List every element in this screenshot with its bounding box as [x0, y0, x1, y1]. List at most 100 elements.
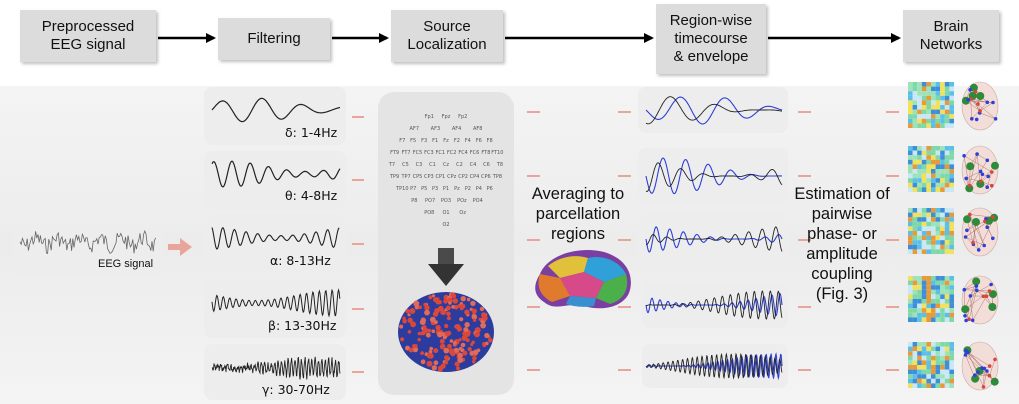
electrode-label: T8: [496, 162, 503, 168]
electrode-label: T7: [388, 162, 395, 168]
electrode-label: Fpz: [442, 114, 451, 120]
electrode-label: C6: [483, 162, 490, 168]
electrode-label: CP5: [413, 174, 423, 180]
band-panel-beta: [204, 280, 346, 338]
electrode-label: FC2: [447, 150, 457, 156]
band-panel-gamma: [204, 344, 346, 400]
averaging-line1: Averaging to: [531, 185, 625, 203]
electrode-label: TP10: [395, 186, 408, 192]
electrode-label: FC6: [470, 150, 480, 156]
electrode-label: C1: [429, 162, 436, 168]
step-preprocessed-eeg: Preprocessed EEG signal: [20, 10, 156, 62]
source-brain-model: [398, 292, 494, 372]
gamma-wave: [211, 356, 341, 380]
electrode-label: CPz: [447, 174, 457, 180]
estimation-line3: phase- or: [807, 225, 877, 243]
estimation-line2: pairwise: [811, 205, 873, 223]
band-panel-delta: [204, 87, 346, 145]
estimation-line5: coupling: [811, 265, 873, 283]
estimation-line6: (Fig. 3): [815, 285, 869, 303]
electrode-label: PO3: [441, 198, 451, 204]
electrode-label: FT8: [481, 150, 490, 156]
source-region-dashes-right: [618, 111, 631, 371]
beta-wave: [211, 288, 341, 318]
down-arrow-icon: [428, 248, 464, 286]
raw-eeg-wave: [19, 229, 156, 254]
electrode-label: P2: [465, 186, 471, 192]
step-label-line1: Brain: [933, 18, 969, 35]
electrode-label: FC4: [458, 150, 468, 156]
estimation-line4: amplitude: [806, 245, 878, 263]
electrode-label: TP8: [492, 174, 502, 180]
electrode-label: AF7: [410, 126, 419, 132]
electrode-label: TP7: [400, 174, 410, 180]
band-panel-theta: [204, 151, 346, 209]
region-network-dashes-right: [886, 111, 899, 371]
electrode-label: Fp2: [458, 114, 467, 120]
electrode-label: C2: [456, 162, 463, 168]
band-label-beta: β: 13-30Hz: [268, 318, 337, 333]
electrode-label: F1: [432, 138, 438, 144]
electrode-label: C5: [402, 162, 409, 168]
averaging-text: Averaging to parcellation regions: [524, 184, 632, 244]
electrode-label: TP9: [389, 174, 399, 180]
electrode-label: CP6: [481, 174, 491, 180]
step-label-line1: Region-wise: [669, 12, 753, 29]
electrode-label: AF4: [452, 126, 461, 132]
electrode-label: FT7: [402, 150, 411, 156]
region-waves: [645, 96, 783, 381]
step-label-line2: EEG signal: [50, 36, 126, 53]
band-source-dashes: [352, 116, 364, 373]
electrode-label: F5: [410, 138, 416, 144]
delta-wave: [211, 97, 341, 123]
electrode-label: C4: [470, 162, 477, 168]
electrode-label: AF3: [431, 126, 440, 132]
electrode-label: FT10: [491, 150, 503, 156]
electrode-label: F6: [476, 138, 482, 144]
electrode-label: PO8: [424, 210, 434, 216]
electrode-label: CP1: [435, 174, 445, 180]
electrode-label: FC1: [436, 150, 446, 156]
input-arrow: [168, 238, 192, 256]
band-label-delta: δ: 1-4Hz: [285, 125, 338, 140]
region-panel-3: [638, 214, 788, 264]
step-label-line1: Filtering: [247, 30, 301, 47]
electrode-label: P7: [410, 186, 416, 192]
region-network-dashes-left: [798, 111, 811, 371]
electrode-label: P4: [476, 186, 482, 192]
electrode-label: F2: [454, 138, 460, 144]
electrode-label: Fp1: [425, 114, 434, 120]
averaging-line2: parcellation: [535, 205, 621, 223]
electrode-label: Oz: [459, 210, 466, 216]
eeg-signal-label: EEG signal: [98, 258, 154, 270]
electrode-label: FC5: [413, 150, 423, 156]
electrode-label: F7: [399, 138, 405, 144]
electrode-label: P8: [411, 198, 417, 204]
step-label-line1: Preprocessed: [41, 18, 135, 35]
electrode-label: F3: [421, 138, 427, 144]
electrode-label: AF8: [473, 126, 482, 132]
step-label-line2: Localization: [407, 36, 487, 53]
eeg-input-panel: [14, 219, 162, 275]
electrode-label: F4: [465, 138, 471, 144]
step-source-localization: Source Localization: [391, 10, 503, 62]
band-label-gamma: γ: 30-70Hz: [262, 382, 330, 397]
parcellation-brain-icon: [535, 250, 631, 309]
electrode-label: CP2: [458, 174, 468, 180]
electrode-label: P5: [421, 186, 427, 192]
electrode-label: FC3: [424, 150, 434, 156]
source-region-dashes-left: [527, 111, 540, 371]
electrode-label: C3: [416, 162, 423, 168]
band-label-alpha: α: 8-13Hz: [270, 253, 331, 268]
electrode-label: P3: [432, 186, 438, 192]
electrode-label: O2: [442, 222, 449, 228]
step-label-line3: & envelope: [673, 48, 749, 65]
step-label-line2: Networks: [919, 36, 983, 53]
electrode-label: O1: [442, 210, 449, 216]
band-label-theta: θ: 4-8Hz: [285, 188, 338, 203]
electrode-label: FT9: [390, 150, 399, 156]
estimation-line1: Estimation of: [794, 185, 890, 203]
electrode-label: Fz: [443, 138, 449, 144]
